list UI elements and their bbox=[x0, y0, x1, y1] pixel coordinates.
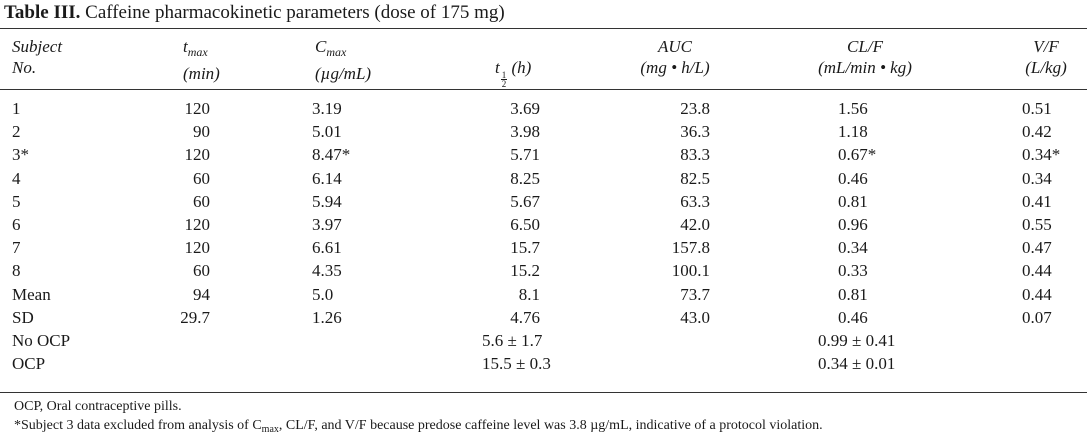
cell-auc: 100.1 bbox=[671, 261, 710, 281]
header-auc: AUC (mg • h/L) bbox=[640, 37, 710, 77]
cell-tmax: 29.7 bbox=[180, 307, 210, 327]
cell-thalf: 5.67 bbox=[510, 191, 540, 211]
cell-subject: 4 bbox=[12, 168, 21, 188]
cell-vf: 0.41 bbox=[1022, 191, 1052, 211]
cell-cmax: 6.61 bbox=[312, 238, 342, 258]
cell-thalf: 6.50 bbox=[510, 215, 540, 234]
header-subject-line1: Subject bbox=[12, 37, 63, 56]
header-cmax-unit: (µg/mL) bbox=[315, 64, 372, 83]
cell-auc: 23.8 bbox=[680, 99, 710, 118]
cell-vf: 0.44 bbox=[1022, 284, 1052, 304]
cell-thalf: 15.2 bbox=[510, 261, 540, 281]
cell-clf: 0.96 bbox=[838, 215, 868, 234]
cell-vf: 0.42 bbox=[1022, 122, 1052, 142]
header-rule bbox=[0, 89, 1087, 90]
cell-auc: 63.3 bbox=[680, 191, 710, 211]
cell-subject: 6 bbox=[12, 215, 21, 234]
cell-tmax: 120 bbox=[184, 99, 211, 118]
cell-subject: 3* bbox=[12, 145, 29, 165]
cell-tmax: 90 bbox=[193, 122, 210, 142]
cell-tmax: 60 bbox=[193, 168, 210, 188]
cell-cmax: 6.14 bbox=[312, 168, 342, 188]
cell-tmax: 120 bbox=[184, 145, 211, 165]
cell-vf: 0.47 bbox=[1022, 238, 1052, 258]
cell-thalf: 3.69 bbox=[510, 99, 540, 118]
cell-subject: Mean bbox=[12, 284, 51, 304]
footnote-exclusion: *Subject 3 data excluded from analysis o… bbox=[14, 418, 823, 435]
header-subject: Subject No. bbox=[12, 36, 62, 78]
cell-subject: SD bbox=[12, 307, 34, 327]
cell-thalf: 15.7 bbox=[510, 238, 540, 258]
group-clf: 0.34 ± 0.01 bbox=[818, 354, 896, 374]
cell-subject: 1 bbox=[12, 99, 21, 118]
cell-tmax: 60 bbox=[193, 191, 210, 211]
cell-vf: 0.51 bbox=[1022, 99, 1052, 118]
cell-vf: 0.55 bbox=[1022, 215, 1052, 234]
header-clf: CL/F (mL/min • kg) bbox=[818, 37, 912, 77]
cell-auc: 43.0 bbox=[680, 307, 710, 327]
cell-cmax: 4.35 bbox=[312, 261, 342, 281]
cell-tmax: 60 bbox=[193, 261, 210, 281]
cell-clf: 0.81 bbox=[838, 284, 868, 304]
cell-clf: 0.46 bbox=[838, 307, 868, 327]
cell-clf: 1.18 bbox=[838, 122, 868, 142]
header-vf: V/F (L/kg) bbox=[1025, 37, 1067, 77]
header-tmax-unit: (min) bbox=[183, 64, 220, 83]
cell-thalf: 8.25 bbox=[510, 168, 540, 188]
cell-clf: 0.33 bbox=[838, 261, 868, 281]
cell-vf: 0.34* bbox=[1022, 145, 1061, 165]
cell-clf: 0.46 bbox=[838, 168, 868, 188]
cell-clf: 0.34 bbox=[838, 238, 868, 258]
cell-clf: 0.67* bbox=[838, 145, 877, 165]
cell-subject: 2 bbox=[12, 122, 21, 142]
cell-clf: 0.81 bbox=[838, 191, 868, 211]
cell-thalf: 5.71 bbox=[510, 145, 540, 165]
group-thalf: 15.5 ± 0.3 bbox=[482, 354, 551, 374]
cell-thalf: 3.98 bbox=[510, 122, 540, 142]
cell-tmax: 120 bbox=[184, 215, 211, 234]
cell-cmax: 3.19 bbox=[312, 99, 342, 118]
cell-clf: 1.56 bbox=[838, 99, 868, 118]
table-caption: Caffeine pharmacokinetic parameters (dos… bbox=[85, 2, 505, 23]
cell-auc: 36.3 bbox=[680, 122, 710, 142]
cell-vf: 0.34 bbox=[1022, 168, 1052, 188]
group-thalf: 5.6 ± 1.7 bbox=[482, 331, 543, 350]
cell-cmax: 3.97 bbox=[312, 215, 342, 234]
cell-tmax: 120 bbox=[184, 238, 211, 258]
cell-cmax: 5.01 bbox=[312, 122, 342, 142]
cell-auc: 42.0 bbox=[680, 215, 710, 234]
cell-vf: 0.44 bbox=[1022, 261, 1052, 281]
cell-cmax: 5.94 bbox=[312, 191, 342, 211]
table-label: Table III. bbox=[4, 2, 81, 23]
cell-auc: 73.7 bbox=[680, 284, 710, 304]
cell-vf: 0.07 bbox=[1022, 307, 1052, 327]
header-cmax: Cmax (µg/mL) bbox=[315, 37, 372, 83]
footnote-abbreviation: OCP, Oral contraceptive pills. bbox=[14, 399, 182, 414]
cell-subject: 5 bbox=[12, 191, 21, 211]
cell-cmax: 8.47* bbox=[312, 145, 351, 165]
cell-thalf: 4.76 bbox=[510, 307, 540, 327]
cell-subject: 8 bbox=[12, 261, 21, 281]
group-clf: 0.99 ± 0.41 bbox=[818, 331, 896, 350]
group-label: No OCP bbox=[12, 331, 71, 350]
header-tmax: tmax (min) bbox=[183, 37, 220, 83]
cell-auc: 82.5 bbox=[680, 168, 710, 188]
table-title: Table III. Caffeine pharmacokinetic para… bbox=[4, 2, 505, 24]
cell-auc: 157.8 bbox=[671, 238, 710, 258]
cell-subject: 7 bbox=[12, 238, 21, 258]
cell-thalf: 8.1 bbox=[518, 284, 540, 304]
bottom-rule bbox=[0, 392, 1087, 393]
cell-cmax: 1.26 bbox=[312, 307, 342, 327]
cell-auc: 83.3 bbox=[680, 145, 710, 165]
cell-tmax: 94 bbox=[193, 284, 210, 304]
group-label: OCP bbox=[12, 354, 46, 374]
header-subject-line2: No. bbox=[12, 58, 37, 77]
top-rule bbox=[0, 28, 1087, 29]
cell-cmax: 5.0 bbox=[312, 284, 334, 304]
